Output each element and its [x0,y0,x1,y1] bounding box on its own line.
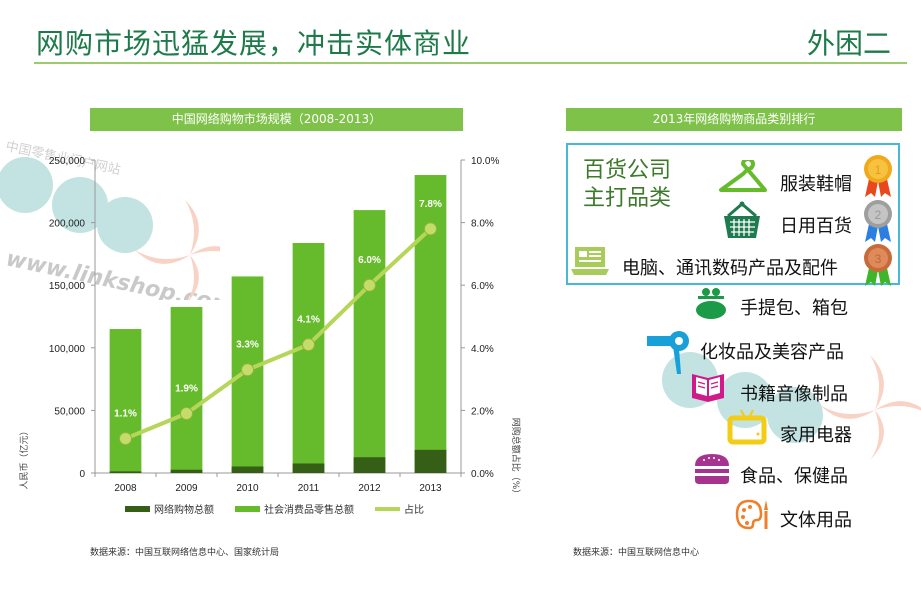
right-source: 数据来源：中国互联网信息中心 [573,548,700,558]
bronze-medal-icon: 3 [864,244,892,286]
svg-text:3: 3 [875,252,882,266]
svg-text:2: 2 [875,208,882,222]
ratio-data-label: 1.9% [175,384,198,395]
x-tick-label: 2013 [419,483,442,494]
y-right-tick-label: 10.0% [471,156,499,167]
legend-swatch [235,506,260,512]
gold-medal-icon: 1 [864,155,892,197]
bar-total-retail [414,175,447,474]
purse-icon [696,288,726,319]
left-source: 数据来源：中国互联网络信息中心、国家统计局 [90,548,280,558]
figure-label: 外困二 [806,27,891,60]
bar-online-shopping [414,449,447,473]
legend-label: 社会消费品零售总额 [264,503,354,516]
y-tick-label: 0 [79,469,85,480]
box-label: 百货公司 主打品类 [583,157,671,213]
ratio-data-label: 6.0% [358,255,381,266]
legend-label: 网络购物总额 [154,503,214,516]
bar-total-retail [292,243,325,473]
bar-online-shopping [170,469,203,473]
bar-online-shopping [292,463,325,473]
burger-icon [695,454,729,484]
bar-total-retail [353,210,386,473]
y-tick-label: 200,000 [49,219,86,230]
chart-bars [109,175,447,474]
box-label-line1: 百货公司 [583,158,672,183]
department-store-box [566,143,900,285]
basket-icon [724,201,760,238]
y-right-tick-label: 4.0% [471,344,494,355]
y-tick-label: 100,000 [49,344,86,355]
category-label: 家用电器 [780,425,852,446]
box-label-line2: 主打品类 [583,186,672,211]
y-tick-label: 250,000 [49,156,86,167]
ratio-point [119,432,132,446]
x-tick-label: 2012 [358,483,381,494]
y-axis-label: 人民币（亿元） [18,426,30,489]
y-right-tick-label: 6.0% [471,281,494,292]
book-icon [692,374,724,402]
ratio-point [363,278,376,292]
ratio-data-label: 1.1% [114,409,137,420]
ratio-point [241,363,254,377]
chart-header: 中国网络购物市场规模（2008-2013） [90,108,463,131]
ratio-data-label: 7.8% [419,199,442,210]
category-label: 书籍音像制品 [740,384,848,405]
title-divider [34,62,907,64]
legend-label: 占比 [404,503,424,516]
x-tick-label: 2010 [236,483,259,494]
x-tick-label: 2008 [114,483,137,494]
hanger-icon [719,160,767,192]
ratio-point [302,338,315,352]
y-right-tick-label: 0.0% [471,469,494,480]
chart-axes: 0 50,000 100,000 150,000 200,000 250,000 0.0% 2… [49,156,500,494]
bar-online-shopping [109,471,142,473]
market-size-chart: 0 50,000 100,000 150,000 200,000 250,000 0.0% 2… [18,156,522,516]
palette-icon [735,499,768,530]
y-tick-label: 150,000 [49,281,86,292]
bar-total-retail [109,329,142,473]
page-title: 网购市场迅猛发展，冲击实体商业 [36,27,472,60]
category-label: 手提包、箱包 [740,298,848,319]
svg-text:1: 1 [875,163,882,177]
tv-icon [727,409,767,445]
ratio-line [124,227,432,441]
category-label: 文体用品 [780,510,852,531]
chart-labels: 1.1% 1.9% 3.3% 4.1% 6.0% 7.8% [114,199,442,420]
hairdryer-icon [647,331,689,374]
category-label: 化妆品及美容产品 [700,342,844,363]
y-right-tick-label: 8.0% [471,219,494,230]
bar-total-retail [170,306,203,473]
bar-online-shopping [231,466,264,473]
legend-swatch [125,506,150,512]
ratio-point [424,222,437,236]
y-tick-label: 50,000 [54,406,85,417]
category-label: 服装鞋帽 [780,174,852,195]
category-label: 日用百货 [780,216,852,237]
silver-medal-icon: 2 [864,200,892,242]
category-label: 电脑、通讯数码产品及配件 [622,258,838,279]
chart-legend: 网络购物总额 社会消费品零售总额 占比 [125,503,424,516]
category-label: 食品、保健品 [740,466,848,487]
y-axis-right-label: 网购总额占比（%） [510,418,522,499]
ranking-header: 2013年网络购物商品类别排行 [566,108,902,131]
y-right-tick-label: 2.0% [471,406,494,417]
laptop-icon [571,247,609,275]
x-tick-label: 2009 [175,483,198,494]
ratio-data-label: 4.1% [297,315,320,326]
ratio-data-label: 3.3% [236,340,259,351]
chart-line [119,222,437,446]
bar-online-shopping [353,457,386,473]
ratio-point [180,407,193,421]
x-tick-label: 2011 [298,483,320,494]
